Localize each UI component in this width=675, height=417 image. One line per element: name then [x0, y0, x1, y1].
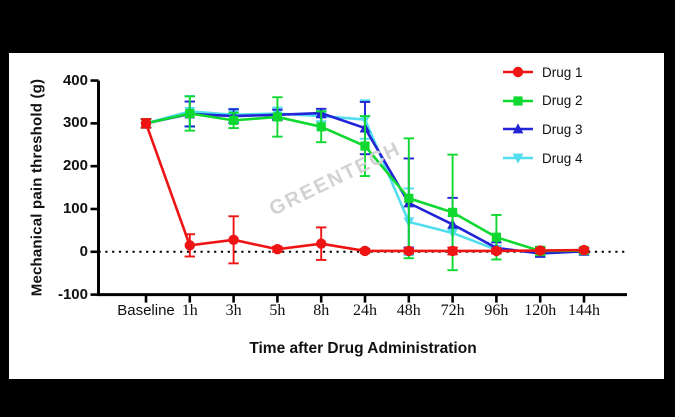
series-drug-2-marker [448, 207, 458, 218]
y-axis-title-text: Mechanical pain threshold (g) [28, 78, 46, 297]
series-drug-1-marker [316, 238, 327, 249]
y-tick-label: 0 [79, 242, 88, 260]
legend-item-drug-4: Drug 4 [503, 144, 653, 173]
x-tick-label: Baseline [117, 302, 175, 319]
plot-panel [9, 53, 664, 379]
series-drug-1-marker [447, 245, 458, 257]
legend-item-drug-1: Drug 1 [503, 58, 653, 87]
series-drug-2-marker [491, 232, 501, 242]
x-tick-label: 120h [524, 302, 557, 319]
x-tick-label: 144h [568, 302, 600, 319]
series-drug-1-marker [359, 245, 371, 257]
legend: Drug 1 Drug 2 Drug 3 Drug 4 [503, 58, 653, 172]
x-tick-label: 5h [269, 302, 286, 319]
legend-label: Drug 3 [542, 121, 583, 137]
y-tick-label: 100 [62, 199, 88, 217]
legend-label: Drug 4 [542, 150, 583, 166]
legend-label: Drug 2 [542, 93, 583, 109]
series-drug-2-marker [185, 108, 195, 119]
series-drug-2-marker [360, 141, 370, 151]
series-drug-1-marker [272, 244, 283, 255]
series-drug-1-marker [184, 240, 195, 251]
x-tick-label: 8h [313, 302, 330, 319]
x-axis-title: Time after Drug Administration [249, 340, 477, 357]
x-tick-label: 3h [225, 302, 242, 319]
series-drug-1-marker [535, 245, 546, 256]
series-drug-2-marker [404, 193, 414, 203]
circle-legend-icon [503, 67, 533, 78]
legend-item-drug-2: Drug 2 [503, 87, 653, 116]
triangle-up-legend-icon [503, 123, 533, 134]
y-tick-label: 200 [62, 157, 88, 175]
x-tick-label: 1h [181, 302, 198, 319]
square-legend-icon [503, 96, 533, 106]
x-tick-label: 24h [353, 302, 377, 319]
x-tick-label: 72h [440, 302, 465, 319]
legend-label: Drug 1 [542, 64, 583, 80]
series-drug-1-marker [578, 244, 590, 256]
series-drug-1-marker [228, 234, 239, 246]
y-axis-title: Mechanical pain threshold (g) [22, 60, 52, 315]
series-drug-1-marker [491, 245, 502, 257]
x-tick-label: 96h [484, 302, 509, 319]
series-drug-2-marker [229, 115, 239, 125]
series-drug-2-marker [316, 122, 326, 132]
y-tick-label: 400 [62, 71, 88, 89]
x-tick-label: 48h [396, 302, 421, 319]
y-tick-label: 300 [62, 114, 88, 132]
triangle-down-legend-icon [503, 153, 533, 164]
y-tick-label: -100 [57, 285, 88, 303]
legend-item-drug-3: Drug 3 [503, 115, 653, 144]
series-drug-2-marker [272, 112, 282, 122]
series-drug-1-marker [140, 118, 152, 129]
series-drug-1-marker [403, 245, 414, 257]
